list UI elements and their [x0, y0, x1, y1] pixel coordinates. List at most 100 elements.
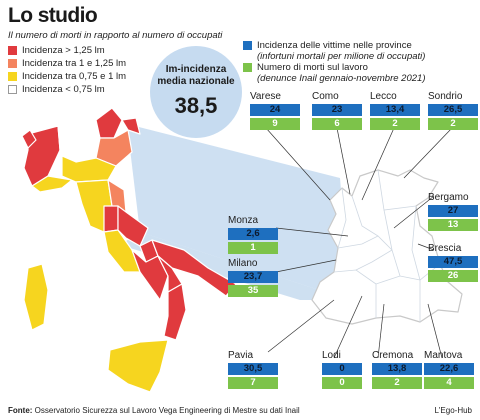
leader-mantova [427, 303, 443, 359]
region-friuli [121, 117, 141, 135]
province-milano: Milano 23,7 35 [228, 258, 278, 297]
lombardia-outline [311, 169, 463, 325]
national-label-line1: Im-incidenza [165, 64, 227, 75]
province-cremona: Cremona 13,8 2 [372, 350, 422, 389]
province-deaths: 0 [322, 377, 362, 389]
province-como: Como 23 6 [312, 91, 362, 130]
region-calabria [163, 283, 187, 341]
province-mantova: Mantova 22,6 4 [424, 350, 474, 389]
legend-swatch-deaths [243, 63, 252, 72]
region-sicilia [107, 339, 169, 393]
region-aosta [21, 129, 37, 149]
legend-label-low: Incidenza < 0,75 lm [22, 84, 105, 95]
legend-item-mid-high: Incidenza tra 1 e 1,25 lm [8, 58, 126, 69]
boundary-lodi [355, 249, 393, 271]
lombardia-zoom-map [311, 169, 463, 325]
credit: L'Ego-Hub [434, 406, 472, 415]
region-emilia [61, 155, 117, 183]
region-lombardia [57, 115, 101, 163]
legend-series-incidence: Incidenza delle vittime nelle province (… [243, 40, 425, 62]
province-lodi: Lodi 0 0 [322, 350, 362, 389]
source-note: Fonte: Osservatorio Sicurezza sul Lavoro… [8, 406, 300, 415]
province-name: Varese [250, 91, 281, 102]
leader-monza [275, 227, 349, 237]
province-deaths: 13 [428, 219, 478, 231]
province-name: Monza [228, 215, 259, 226]
boundary-varese [337, 187, 347, 249]
boundary-pavia [333, 269, 377, 318]
national-average-bubble: Im-incidenza media nazionale 38,5 [150, 46, 242, 138]
province-deaths: 2 [370, 118, 420, 130]
province-incidence: 30,5 [228, 363, 278, 375]
leader-bergamo [393, 195, 435, 229]
leader-cremona [377, 303, 385, 359]
province-incidence: 2,6 [228, 228, 278, 240]
province-deaths: 7 [228, 377, 278, 389]
province-incidence: 0 [322, 363, 362, 375]
boundary-como-lecco [351, 195, 379, 237]
legend-series-incidence-label: Incidenza delle vittime nelle province [257, 40, 412, 51]
page-title: Lo studio [8, 4, 98, 27]
province-pavia: Pavia 30,5 7 [228, 350, 278, 389]
province-varese: Varese 24 9 [250, 91, 300, 130]
province-name: Sondrio [428, 91, 463, 102]
region-liguria [31, 175, 73, 193]
legend-series-deaths-label: Numero di morti sul lavoro [257, 62, 368, 73]
province-incidence: 27 [428, 205, 478, 217]
leader-milano [275, 259, 337, 273]
national-label-line2: media nazionale [157, 76, 235, 87]
province-sondrio: Sondrio 26,5 2 [428, 91, 478, 130]
leader-varese [265, 127, 331, 201]
legend-item-mid: Incidenza tra 0,75 e 1 lm [8, 71, 126, 82]
province-lecco: Lecco 13,4 2 [370, 91, 420, 130]
province-deaths: 9 [250, 118, 300, 130]
province-deaths: 26 [428, 270, 478, 282]
legend-series-incidence-sublabel: (infortuni mortali per milione di occupa… [257, 51, 426, 62]
page-subtitle: Il numero di morti in rapporto al numero… [8, 30, 223, 41]
province-deaths: 2 [428, 118, 478, 130]
province-brescia: Brescia 47,5 26 [428, 243, 478, 282]
province-incidence: 24 [250, 104, 300, 116]
legend-swatch-incidence [243, 41, 252, 50]
province-deaths: 1 [228, 242, 278, 254]
leader-lecco [361, 127, 395, 201]
province-deaths: 4 [424, 377, 474, 389]
province-deaths: 35 [228, 285, 278, 297]
province-name: Pavia [228, 350, 254, 361]
legend-series-deaths: Numero di morti sul lavoro (denunce Inai… [243, 62, 425, 84]
legend-item-high: Incidenza > 1,25 lm [8, 45, 105, 56]
province-name: Brescia [428, 243, 462, 254]
zoom-projection [127, 124, 350, 300]
region-umbria [103, 205, 119, 233]
boundary-cremona [375, 275, 421, 322]
province-incidence: 23,7 [228, 271, 278, 283]
province-incidence: 22,6 [424, 363, 474, 375]
leader-brescia [417, 243, 435, 251]
source-text: Osservatorio Sicurezza sul Lavoro Vega E… [32, 406, 300, 415]
province-incidence: 13,4 [370, 104, 420, 116]
province-name: Cremona [372, 350, 414, 361]
province-bergamo: Bergamo 27 13 [428, 192, 478, 231]
province-name: Como [312, 91, 339, 102]
legend-swatch-low [8, 85, 17, 94]
leader-lines [265, 127, 453, 359]
leader-como [336, 127, 351, 195]
province-name: Milano [228, 258, 258, 269]
province-deaths: 6 [312, 118, 362, 130]
province-monza: Monza 2,6 1 [228, 215, 278, 254]
leader-pavia [267, 299, 335, 353]
legend-label-mid: Incidenza tra 0,75 e 1 lm [22, 71, 127, 82]
legend-swatch-mid-high [8, 59, 17, 68]
legend-label-high: Incidenza > 1,25 lm [22, 45, 105, 56]
leader-lodi [333, 295, 363, 359]
italy-map [21, 107, 237, 393]
legend-series-deaths-sublabel: (denunce Inail gennaio-novembre 2021) [257, 73, 426, 84]
legend-swatch-high [8, 46, 17, 55]
region-trentino [95, 107, 123, 139]
province-incidence: 26,5 [428, 104, 478, 116]
province-incidence: 23 [312, 104, 362, 116]
province-name: Lodi [322, 350, 341, 361]
source-label: Fonte: [8, 406, 33, 415]
